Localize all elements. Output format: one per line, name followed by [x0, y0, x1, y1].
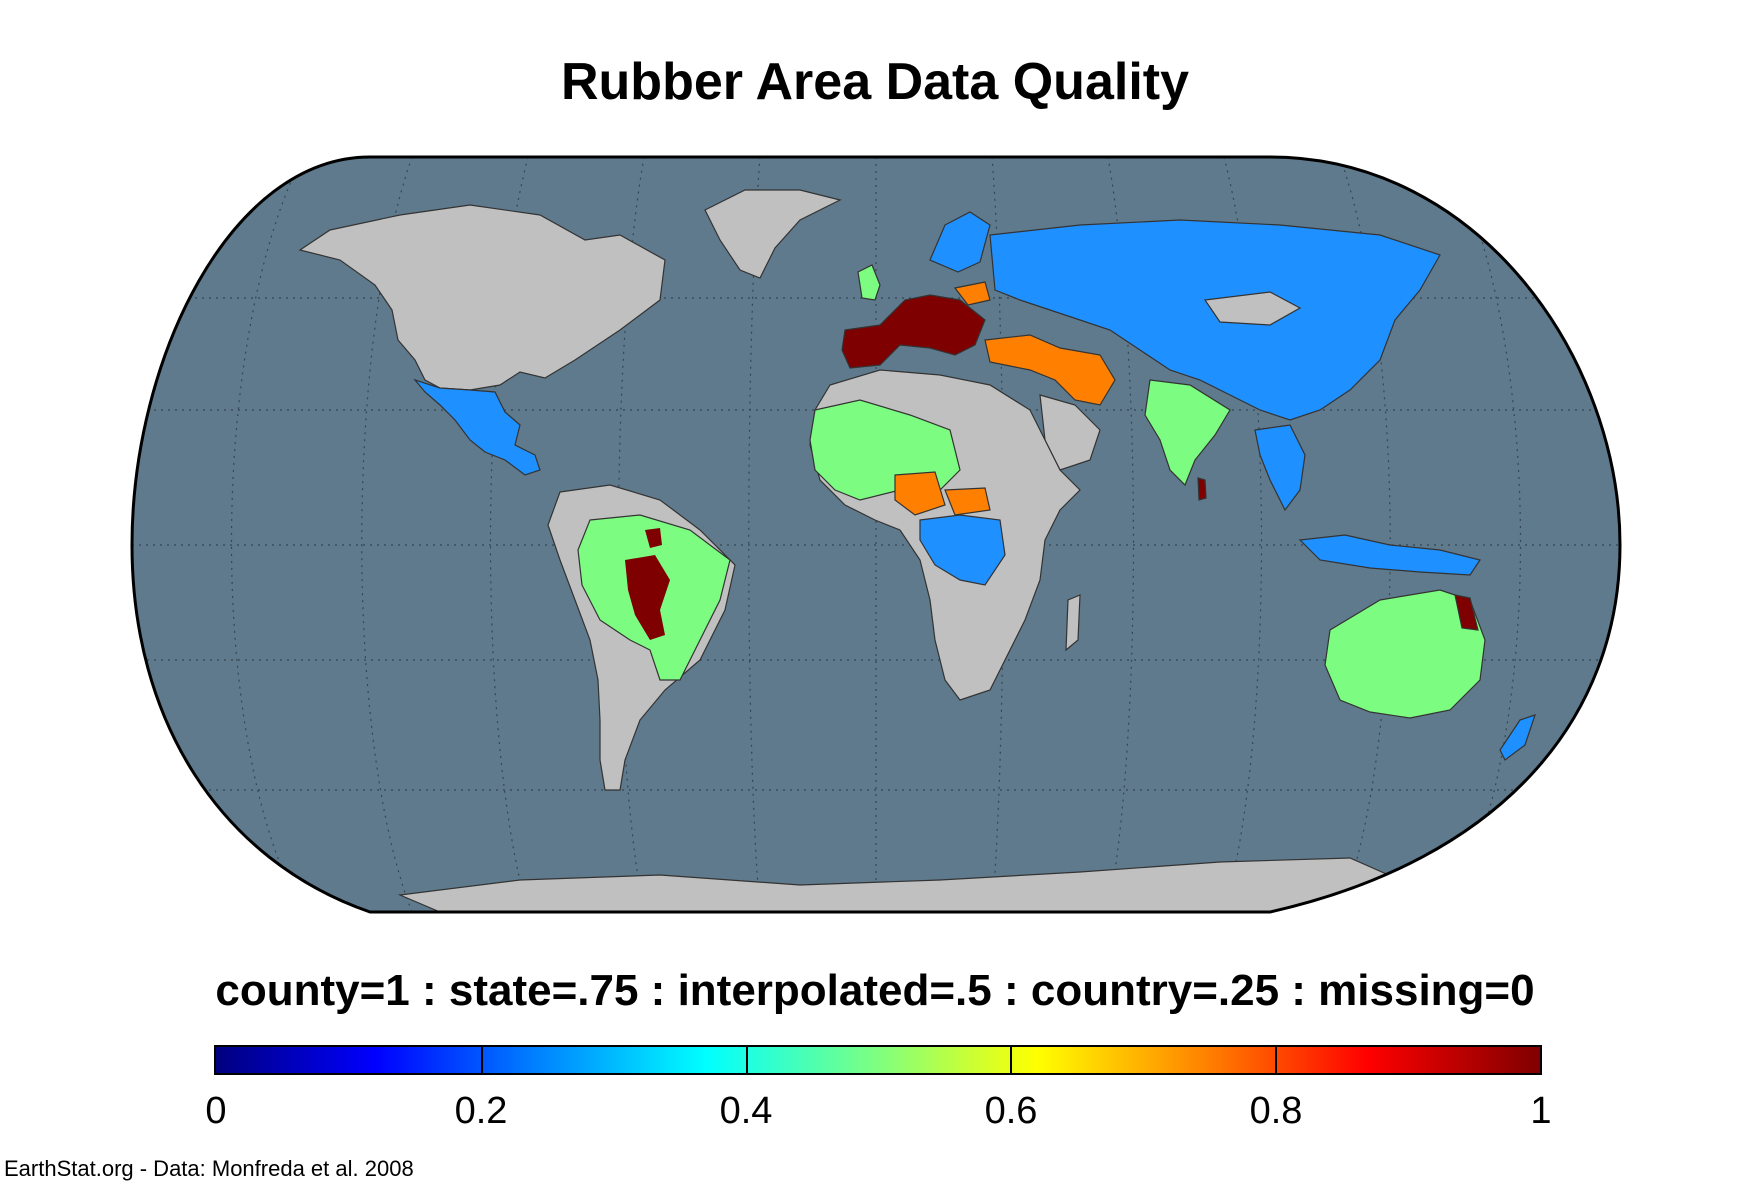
colorbar-tick-label: 0.8 [1250, 1090, 1303, 1133]
colorbar-tick [1275, 1047, 1277, 1073]
legend-caption: county=1 : state=.75 : interpolated=.5 :… [0, 966, 1750, 1016]
colorbar-tick [1010, 1047, 1012, 1073]
colorbar-tick [746, 1047, 748, 1073]
colorbar-tick-label: 1 [1530, 1090, 1551, 1133]
colorbar-tick-label: 0.4 [720, 1090, 773, 1133]
colorbar-tick-label: 0 [205, 1090, 226, 1133]
data-credit: EarthStat.org - Data: Monfreda et al. 20… [4, 1156, 414, 1182]
colorbar-tick [481, 1047, 483, 1073]
sri-lanka [1198, 478, 1206, 500]
colorbar-tick-label: 0.2 [455, 1090, 508, 1133]
colorbar [214, 1045, 1542, 1075]
colorbar-tick-label: 0.6 [985, 1090, 1038, 1133]
